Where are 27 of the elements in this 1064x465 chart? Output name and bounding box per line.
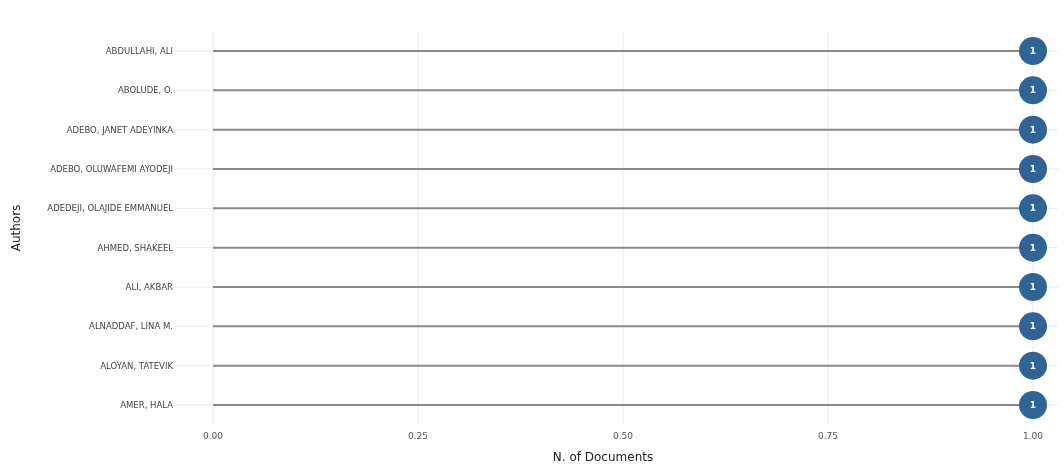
data-label: 1: [1029, 321, 1037, 332]
data-label: 1: [1029, 203, 1037, 214]
x-tick-label: 0.00: [202, 431, 224, 441]
y-tick-label: ALI, AKBAR: [125, 281, 174, 292]
y-tick-label: ALOYAN, TATEVIK: [100, 360, 174, 371]
y-axis-title: Authors: [9, 204, 23, 252]
y-tick-label: ADEDEJI, OLAJIDE EMMANUEL: [47, 203, 174, 214]
data-label: 1: [1029, 400, 1037, 411]
y-tick-label: AMER, HALA: [120, 399, 174, 410]
data-label: 1: [1029, 164, 1037, 175]
x-tick-label: 0.75: [817, 431, 839, 441]
data-label: 1: [1029, 124, 1037, 135]
x-tick-label: 0.25: [407, 431, 429, 441]
y-tick-label: ADEBO, OLUWAFEMI AYODEJI: [50, 163, 173, 174]
data-label: 1: [1029, 360, 1037, 371]
y-tick-label: ADEBO, JANET ADEYINKA: [66, 124, 174, 135]
data-label: 1: [1029, 282, 1037, 293]
x-axis-title: N. of Documents: [552, 450, 654, 464]
data-label: 1: [1029, 46, 1037, 57]
data-label: 1: [1029, 242, 1037, 253]
y-tick-label: ALNADDAF, LINA M.: [89, 321, 173, 332]
x-tick-label: 1.00: [1022, 431, 1044, 441]
y-tick-label: AHMED, SHAKEEL: [97, 242, 174, 253]
data-label: 1: [1029, 85, 1037, 96]
y-tick-label: ABDULLAHI, ALI: [105, 45, 173, 56]
x-tick-label: 0.50: [612, 431, 634, 441]
y-tick-label: ABOLUDE, O.: [117, 85, 173, 96]
